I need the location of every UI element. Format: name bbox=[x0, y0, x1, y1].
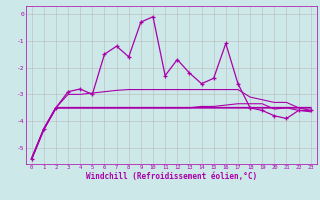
X-axis label: Windchill (Refroidissement éolien,°C): Windchill (Refroidissement éolien,°C) bbox=[86, 172, 257, 181]
